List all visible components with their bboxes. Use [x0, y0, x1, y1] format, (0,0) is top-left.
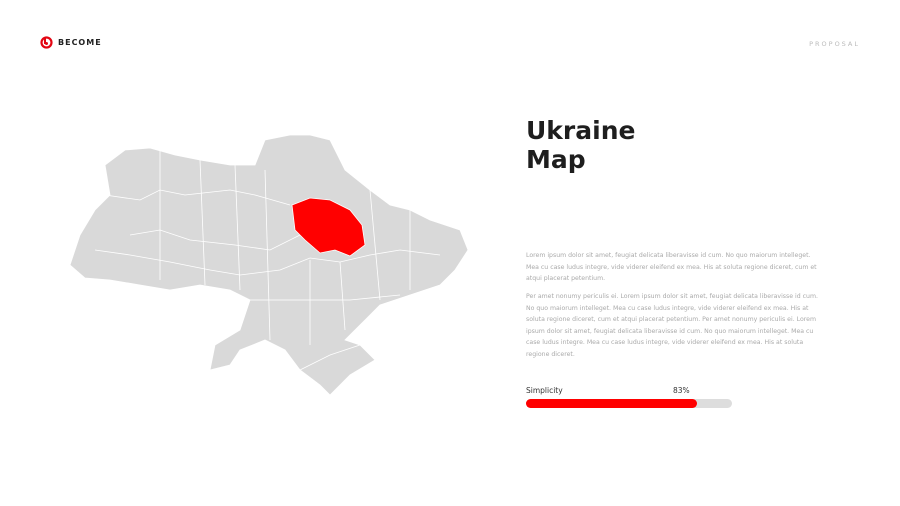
- brand-name: BECOME: [58, 38, 102, 47]
- section-label: PROPOSAL: [809, 40, 860, 48]
- paragraph-1: Lorem ipsum dolor sit amet, feugiat deli…: [526, 252, 817, 282]
- progress-value: 83%: [673, 386, 690, 395]
- progress-bar: [526, 399, 732, 408]
- title-line-1: Ukraine: [526, 116, 636, 145]
- progress-fill: [526, 399, 697, 408]
- ukraine-outline: [69, 134, 469, 396]
- brand-logo: BECOME: [40, 36, 102, 49]
- progress-label: Simplicity: [526, 386, 563, 395]
- region-poltava[interactable]: [291, 197, 366, 257]
- page-title: Ukraine Map: [526, 116, 635, 174]
- title-line-2: Map: [526, 145, 586, 174]
- region-borders: [94, 150, 441, 371]
- paragraph-2: Per amet nonumy periculis ei. Lorem ipsu…: [526, 293, 818, 358]
- logo-icon: [40, 36, 53, 49]
